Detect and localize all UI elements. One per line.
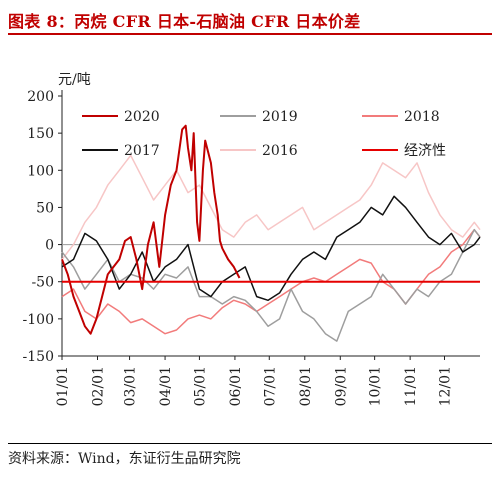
x-tick-label: 12/01: [437, 366, 453, 406]
legend-label-s2016: 2016: [262, 143, 298, 159]
legend-label-econ: 经济性: [404, 143, 446, 159]
y-tick-label: 100: [27, 163, 54, 179]
y-tick-label: 200: [27, 89, 54, 105]
series-line-s2020: [61, 124, 241, 335]
y-tick-label: -100: [23, 312, 54, 328]
x-tick-label: 10/01: [368, 366, 384, 406]
legend-label-s2018: 2018: [404, 109, 440, 125]
x-tick-label: 06/01: [228, 366, 244, 406]
figure-title: 图表 8：丙烷 CFR 日本-石脑油 CFR 日本价差: [8, 12, 361, 31]
y-tick-label: -50: [31, 275, 54, 291]
series-line-s2019: [61, 228, 481, 342]
series-line-s2017: [61, 195, 481, 302]
x-tick-label: 11/01: [403, 366, 419, 406]
y-tick-label: 50: [36, 200, 54, 216]
x-tick-label: 07/01: [262, 366, 278, 406]
y-tick-label: 0: [45, 238, 54, 254]
legend-label-s2020: 2020: [124, 109, 160, 125]
series-line-s2016: [61, 154, 481, 260]
x-tick-label: 01/01: [55, 366, 71, 406]
x-tick-label: 08/01: [298, 366, 314, 406]
x-tick-label: 09/01: [333, 366, 349, 406]
x-tick-label: 05/01: [192, 366, 208, 406]
y-tick-label: 150: [27, 126, 54, 142]
source-rule: [8, 443, 492, 444]
series-layer: [61, 124, 481, 342]
x-tick-label: 04/01: [158, 366, 174, 406]
axis-ticks: -150 -100 -50 0 50 100 150 200 01/01 02/01 03/01 04…: [23, 89, 454, 406]
legend-label-s2019: 2019: [262, 109, 298, 125]
spread-line-chart: 元/吨 -150 -100 -50 0 50 100 150 200 01/01 02/01 03/…: [23, 72, 481, 406]
title-rule: [8, 33, 492, 35]
figure-source: 资料来源：Wind，东证衍生品研究院: [8, 451, 241, 467]
x-tick-label: 02/01: [91, 366, 107, 406]
legend-label-s2017: 2017: [124, 143, 160, 159]
legend: 2020 2019 2018 2017 2016 经济性: [82, 109, 446, 159]
y-axis-unit-label: 元/吨: [58, 72, 91, 88]
y-tick-label: -150: [23, 349, 54, 365]
x-tick-label: 03/01: [123, 366, 139, 406]
